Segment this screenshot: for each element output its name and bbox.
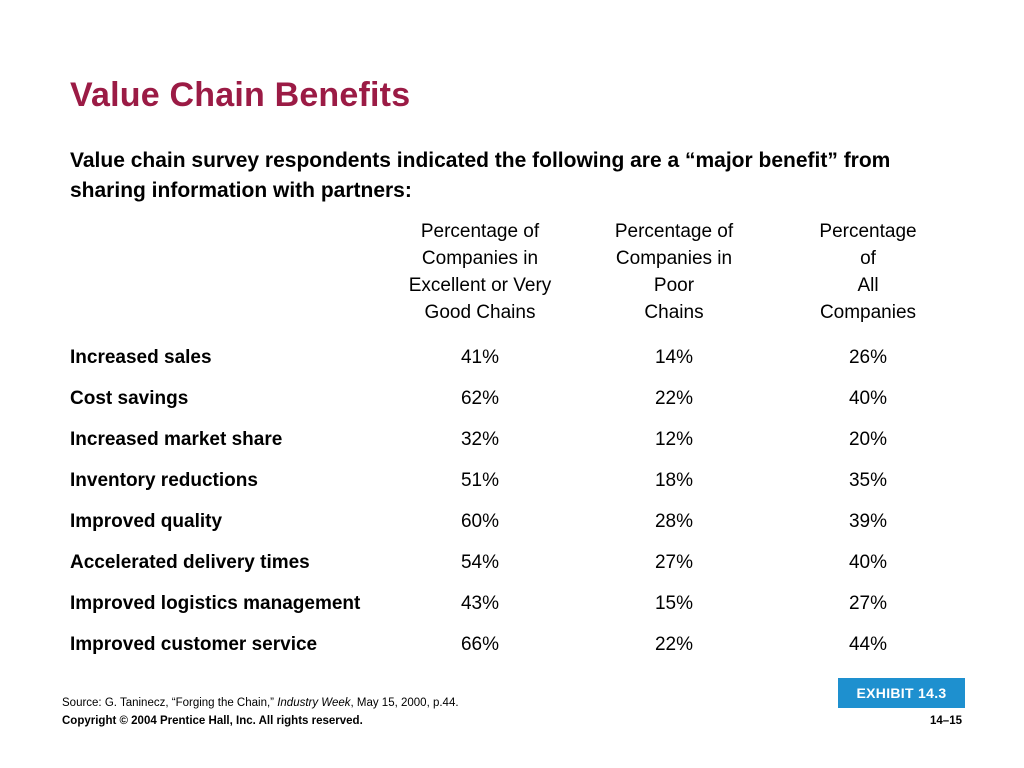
- value-excellent: 51%: [460, 469, 500, 491]
- header-line: Percentage of: [420, 221, 540, 242]
- value-excellent: 54%: [460, 551, 500, 573]
- value-all: 40%: [848, 387, 888, 409]
- table-header-row: Percentage of Companies in Excellent or …: [66, 218, 964, 337]
- header-line: Chains: [644, 302, 704, 323]
- header-line: Companies in: [615, 248, 733, 269]
- row-label: Improved quality: [70, 510, 223, 532]
- value-poor: 27%: [654, 551, 694, 573]
- header-poor-chains: Percentage of Companies in Poor Chains: [576, 218, 772, 337]
- row-label: Cost savings: [70, 387, 189, 409]
- table-row: Cost savings 62% 22% 40%: [66, 378, 964, 419]
- value-poor: 22%: [654, 387, 694, 409]
- value-excellent: 41%: [460, 346, 500, 368]
- value-all: 27%: [848, 592, 888, 614]
- value-all: 39%: [848, 510, 888, 532]
- table-row: Accelerated delivery times 54% 27% 40%: [66, 542, 964, 583]
- table-row: Increased market share 32% 12% 20%: [66, 419, 964, 460]
- slide-title: Value Chain Benefits: [70, 76, 411, 114]
- header-excellent-chains: Percentage of Companies in Excellent or …: [384, 218, 576, 337]
- header-line: Companies in: [421, 248, 539, 269]
- exhibit-badge: EXHIBIT 14.3: [838, 678, 965, 708]
- value-all: 20%: [848, 428, 888, 450]
- value-all: 26%: [848, 346, 888, 368]
- header-line: Good Chains: [424, 302, 536, 323]
- row-label: Improved logistics management: [70, 592, 361, 614]
- value-excellent: 32%: [460, 428, 500, 450]
- value-poor: 18%: [654, 469, 694, 491]
- value-all: 40%: [848, 551, 888, 573]
- row-label: Accelerated delivery times: [70, 551, 310, 573]
- value-poor: 15%: [654, 592, 694, 614]
- header-line: Excellent or Very: [408, 275, 552, 296]
- header-blank: [66, 218, 384, 337]
- table-row: Increased sales 41% 14% 26%: [66, 337, 964, 378]
- value-poor: 14%: [654, 346, 694, 368]
- header-line: Percentage of: [614, 221, 734, 242]
- value-excellent: 66%: [460, 633, 500, 655]
- page-number: 14–15: [930, 715, 962, 727]
- value-poor: 22%: [654, 633, 694, 655]
- value-poor: 28%: [654, 510, 694, 532]
- intro-text: Value chain survey respondents indicated…: [70, 146, 950, 206]
- header-line: Poor: [653, 275, 695, 296]
- source-publication: Industry Week: [277, 697, 351, 709]
- value-excellent: 62%: [460, 387, 500, 409]
- row-label: Inventory reductions: [70, 469, 258, 491]
- header-line: Companies: [819, 302, 917, 323]
- source-suffix: , May 15, 2000, p.44.: [350, 697, 459, 709]
- source-prefix: Source: G. Taninecz, “Forging the Chain,…: [62, 697, 278, 709]
- table-row: Inventory reductions 51% 18% 35%: [66, 460, 964, 501]
- value-excellent: 43%: [460, 592, 500, 614]
- header-line: All: [857, 275, 879, 296]
- intro-paragraph: Value chain survey respondents indicated…: [70, 149, 891, 202]
- benefits-table: Percentage of Companies in Excellent or …: [66, 218, 964, 665]
- row-label: Improved customer service: [70, 633, 318, 655]
- value-excellent: 60%: [460, 510, 500, 532]
- header-all-companies: Percentage of All Companies: [772, 218, 964, 337]
- source-citation: Source: G. Taninecz, “Forging the Chain,…: [62, 697, 459, 709]
- row-label: Increased market share: [70, 428, 283, 450]
- value-all: 44%: [848, 633, 888, 655]
- header-line: Percentage: [819, 221, 917, 242]
- value-poor: 12%: [654, 428, 694, 450]
- row-label: Increased sales: [70, 346, 212, 368]
- table-row: Improved logistics management 43% 15% 27…: [66, 583, 964, 624]
- header-line: of: [860, 248, 876, 269]
- table-row: Improved customer service 66% 22% 44%: [66, 624, 964, 665]
- table-row: Improved quality 60% 28% 39%: [66, 501, 964, 542]
- copyright-notice: Copyright © 2004 Prentice Hall, Inc. All…: [62, 715, 363, 727]
- value-all: 35%: [848, 469, 888, 491]
